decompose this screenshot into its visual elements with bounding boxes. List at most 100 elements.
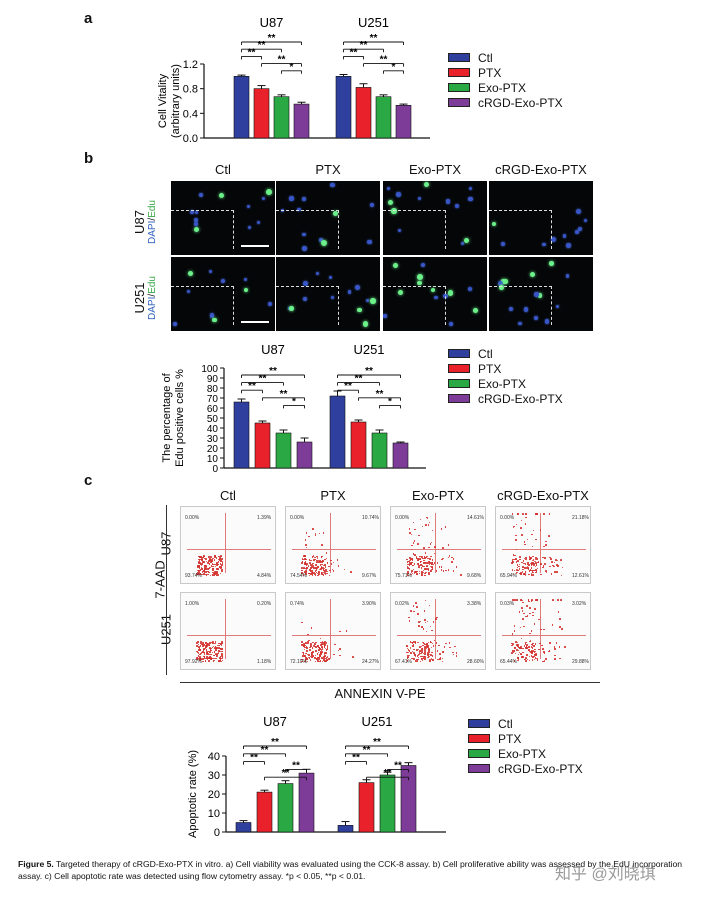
event-dot (201, 559, 203, 561)
event-dot (530, 557, 532, 559)
event-dot (408, 559, 411, 562)
bar (392, 442, 409, 469)
event-dot (424, 619, 426, 621)
event-dot (521, 609, 524, 612)
event-dot (306, 641, 309, 643)
event-dot (211, 560, 214, 562)
event-dot (324, 569, 326, 572)
quadrant-percentage: 3.38% (467, 601, 482, 607)
event-dot (303, 655, 306, 658)
event-dot (220, 566, 222, 569)
event-dot (412, 644, 415, 646)
quadrant-percentage: 65.44% (500, 659, 517, 665)
event-dot (201, 567, 203, 570)
cell-nucleus (534, 315, 538, 320)
event-dot (314, 567, 317, 569)
cell-nucleus (469, 186, 473, 190)
event-dot (323, 571, 326, 573)
event-dot (423, 610, 426, 612)
event-dot (408, 650, 411, 652)
event-dot (206, 655, 208, 658)
event-dot (557, 565, 559, 567)
event-dot (209, 566, 212, 569)
event-dot (305, 567, 307, 570)
event-dot (336, 559, 339, 561)
event-dot (533, 655, 535, 658)
event-dot (199, 649, 201, 651)
legend-b: Ctl PTX Exo-PTX cRGD-Exo-PTX (448, 346, 563, 406)
event-dot (535, 562, 537, 564)
event-dot (209, 649, 212, 651)
event-dot (301, 643, 304, 646)
event-dot (436, 616, 438, 619)
event-dot (421, 626, 423, 628)
event-dot (315, 641, 317, 644)
event-dot (530, 655, 533, 657)
event-dot (525, 646, 527, 648)
event-dot (412, 564, 414, 567)
event-dot (207, 573, 209, 576)
event-dot (432, 645, 435, 647)
bar (233, 76, 250, 139)
event-dot (559, 626, 561, 628)
event-dot (422, 657, 425, 659)
event-dot (220, 655, 223, 658)
event-dot (524, 523, 527, 525)
event-dot (220, 567, 223, 570)
significance-label: ** (261, 745, 269, 756)
event-dot (519, 558, 521, 561)
event-dot (535, 653, 537, 655)
event-dot (516, 566, 519, 569)
event-dot (219, 650, 222, 653)
event-dot (513, 625, 516, 627)
cell-nucleus (330, 182, 335, 187)
event-dot (516, 659, 519, 662)
event-dot (452, 651, 454, 654)
event-dot (529, 558, 531, 561)
edu-label: Edu (147, 200, 158, 218)
event-dot (531, 659, 534, 661)
event-dot (426, 656, 429, 659)
event-dot (208, 651, 211, 654)
event-dot (218, 566, 221, 569)
event-dot (545, 570, 547, 572)
event-dot (203, 653, 206, 655)
event-dot (540, 573, 542, 576)
event-dot (536, 558, 538, 561)
event-dot (221, 657, 224, 660)
event-dot (314, 534, 317, 536)
event-dot (301, 660, 303, 663)
event-dot (197, 652, 200, 654)
event-dot (305, 570, 308, 573)
event-dot (525, 615, 527, 618)
event-dot (319, 648, 321, 650)
event-dot (523, 541, 526, 543)
event-dot (312, 651, 314, 653)
event-dot (520, 637, 523, 640)
micrograph-row-label: U87 DAPI/Edu (132, 185, 158, 259)
event-dot (518, 651, 521, 654)
event-dot (522, 568, 524, 571)
event-dot (207, 570, 209, 573)
quadrant-percentage: 1.39% (257, 515, 272, 521)
event-dot (306, 658, 308, 660)
event-dot (219, 558, 221, 560)
event-dot (203, 569, 205, 572)
event-dot (452, 653, 455, 656)
event-dot (325, 557, 328, 560)
event-dot (541, 644, 543, 647)
event-dot (426, 645, 428, 648)
event-dot (460, 574, 462, 576)
event-dot (209, 642, 211, 644)
significance-label: ** (350, 47, 358, 58)
event-dot (318, 656, 321, 659)
event-dot (521, 656, 523, 658)
event-dot (209, 574, 212, 577)
event-dot (410, 562, 412, 564)
bar (256, 791, 273, 833)
zoom-inset-box (171, 286, 234, 325)
event-dot (531, 651, 533, 653)
event-dot (526, 605, 528, 607)
event-dot (416, 606, 418, 608)
legend-label: Exo-PTX (478, 80, 527, 95)
